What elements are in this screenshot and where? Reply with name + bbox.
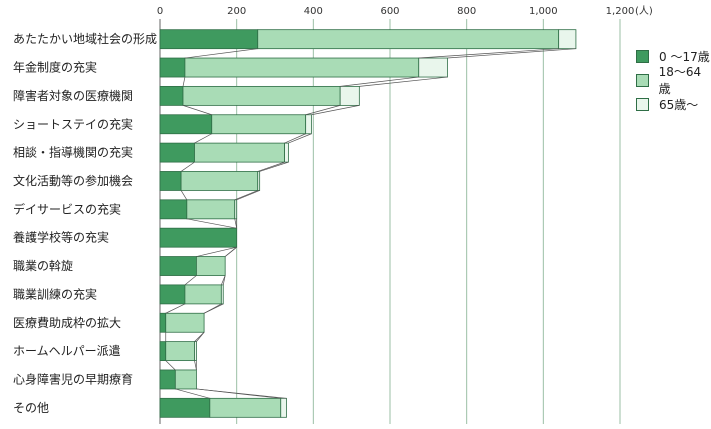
bar-segment — [165, 312, 205, 333]
legend: 0 ～17歳 18～64歳 65歳～ — [636, 44, 711, 116]
bar-segment — [182, 85, 341, 106]
connector-line — [418, 48, 559, 59]
bar-segment — [234, 199, 238, 220]
connector-line — [196, 246, 237, 257]
connector-line — [288, 133, 312, 144]
connector-line — [305, 105, 341, 116]
category-label: 養護学校等の充実 — [13, 230, 109, 245]
bar-segment — [257, 171, 261, 191]
x-tick-label: 200 — [227, 6, 246, 17]
category-label: 年金制度の充実 — [13, 60, 97, 75]
connector-line — [203, 303, 224, 314]
bar-segment — [159, 369, 176, 390]
category-label: 医療費助成枠の拡大 — [13, 315, 121, 330]
category-label: 職業の斡旋 — [13, 258, 73, 273]
legend-label-18-64: 18～64歳 — [658, 65, 702, 96]
connector-line — [182, 105, 212, 116]
bar-segment — [159, 114, 213, 135]
connector-line — [186, 218, 237, 229]
x-tick-label: 1,200 — [606, 6, 635, 17]
legend-item-18-64: 18～64歳 — [636, 65, 711, 96]
connector-line — [196, 332, 205, 342]
category-label: その他 — [13, 401, 49, 415]
legend-label-65plus: 65歳～ — [659, 97, 699, 112]
bar-segment — [180, 171, 259, 191]
bar-segment — [339, 85, 360, 106]
bar-segment — [174, 369, 197, 390]
x-tick-label: 400 — [304, 6, 323, 17]
bar-segment — [196, 256, 226, 276]
connector-line — [180, 190, 188, 201]
bar-segment — [159, 85, 184, 106]
bar-segment — [418, 57, 448, 78]
bar-segment — [184, 284, 222, 305]
bar-segment — [159, 341, 167, 362]
bar-segment — [165, 341, 195, 362]
bar-segment — [186, 199, 236, 220]
bar-segment — [159, 142, 195, 163]
bar-segment — [257, 29, 560, 50]
category-label: あたたかい地域社会の形成 — [13, 31, 157, 46]
connector-line — [165, 360, 176, 371]
connector-line — [447, 48, 576, 59]
bar-segment — [194, 341, 197, 362]
bar-segment — [159, 29, 259, 50]
legend-swatch-18-64 — [636, 73, 649, 87]
connector-line — [175, 388, 210, 399]
connector-line — [284, 133, 306, 144]
connector-line — [180, 161, 195, 172]
bar-segment — [159, 227, 238, 248]
connector-line — [259, 161, 289, 172]
category-label: ショートステイの充実 — [13, 116, 133, 131]
connector-line — [184, 275, 197, 286]
legend-label-0-17: 0 ～17歳 — [659, 49, 710, 64]
bar-segment — [159, 57, 186, 78]
category-label: 障害者対象の医療機関 — [13, 88, 133, 103]
bar-segment — [211, 114, 307, 135]
bar-segment — [159, 397, 211, 418]
connector-line — [257, 161, 285, 172]
connector-line — [234, 190, 258, 201]
category-label: ホームヘルパー派遣 — [13, 343, 121, 358]
bar-segment — [284, 142, 289, 163]
bar-segment — [305, 114, 312, 135]
bar-segment — [159, 312, 167, 333]
category-label: 相談・指導機関の充実 — [13, 145, 133, 160]
bar-segment — [159, 256, 197, 276]
bar-segment — [159, 199, 188, 220]
category-label: 職業訓練の充実 — [13, 286, 97, 301]
connector-line — [182, 76, 186, 87]
bar-segment — [280, 397, 287, 418]
connector-line — [184, 48, 258, 59]
connector-line — [236, 190, 260, 201]
x-tick-label: 0 — [157, 6, 163, 17]
x-tick-label: 800 — [457, 6, 476, 17]
connector-line — [311, 105, 360, 116]
x-tick-label: 1,000 — [529, 6, 558, 17]
connector-line — [224, 246, 237, 257]
category-label: デイサービスの充実 — [13, 201, 121, 216]
connector-line — [165, 303, 186, 314]
bar-segment — [558, 29, 577, 50]
connector-line — [194, 133, 212, 144]
legend-item-65plus: 65歳～ — [636, 92, 711, 116]
bar-segment — [194, 142, 285, 163]
x-unit-label: (人) — [635, 5, 653, 17]
connector-line — [359, 76, 448, 87]
legend-swatch-65plus — [636, 97, 649, 111]
bar-segment — [184, 57, 420, 78]
category-label: 文化活動等の参加機会 — [13, 173, 133, 188]
connector-line — [196, 388, 287, 399]
x-tick-label: 600 — [380, 6, 399, 17]
legend-item-0-17: 0 ～17歳 — [636, 44, 711, 68]
category-label: 心身障害児の早期療育 — [13, 371, 133, 386]
connector-line — [222, 275, 226, 285]
connector-line — [340, 76, 419, 87]
legend-swatch-0-17 — [636, 49, 649, 63]
bar-segment — [220, 284, 224, 305]
bar-segment — [209, 397, 282, 418]
bar-segment — [159, 171, 182, 191]
bar-segment — [159, 284, 186, 305]
